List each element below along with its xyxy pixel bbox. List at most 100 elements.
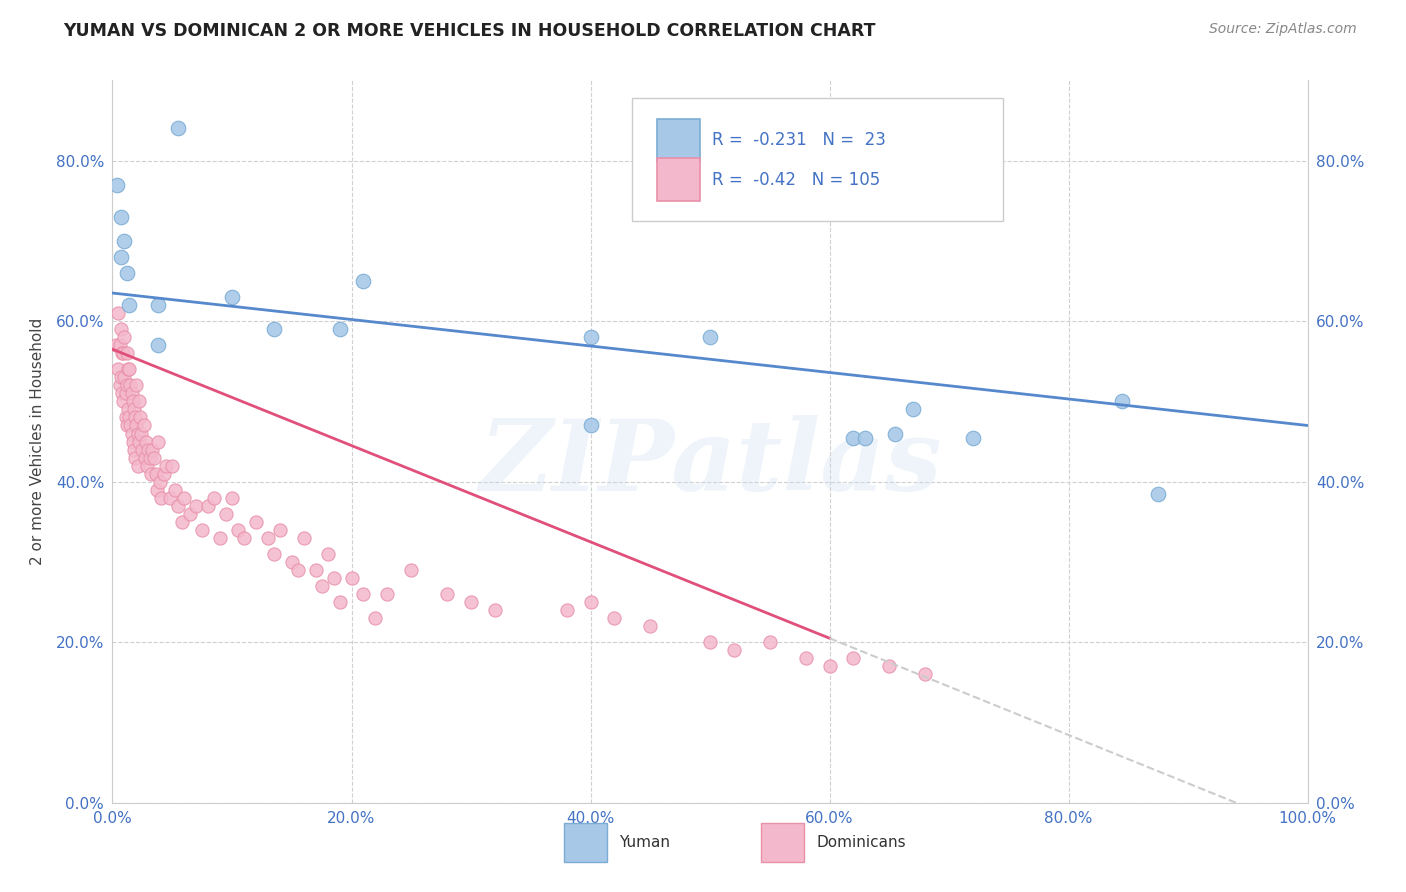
Point	[122, 442, 145, 457]
Point	[115, 346, 138, 360]
Text: Dominicans: Dominicans	[817, 835, 905, 850]
Point	[149, 475, 172, 489]
Point	[146, 434, 169, 449]
Point	[603, 611, 626, 625]
Point	[121, 426, 143, 441]
Point	[903, 402, 925, 417]
Point	[111, 346, 134, 360]
Point	[245, 515, 267, 529]
Point	[352, 274, 374, 288]
Point	[884, 426, 907, 441]
Point	[110, 322, 132, 336]
Point	[555, 603, 578, 617]
Point	[292, 531, 315, 545]
Text: R =  -0.42   N = 105: R = -0.42 N = 105	[713, 170, 880, 188]
Point	[114, 330, 135, 344]
Point	[118, 298, 141, 312]
Point	[120, 418, 142, 433]
Point	[108, 338, 131, 352]
Point	[879, 659, 901, 673]
Point	[143, 450, 166, 465]
Point	[173, 491, 195, 505]
Point	[186, 499, 208, 513]
Point	[723, 643, 745, 657]
Point	[129, 410, 152, 425]
Point	[257, 531, 280, 545]
Point	[153, 467, 176, 481]
Point	[322, 571, 344, 585]
Point	[138, 450, 160, 465]
Point	[209, 531, 232, 545]
Point	[311, 579, 333, 593]
Point	[121, 434, 143, 449]
Point	[340, 571, 363, 585]
Point	[155, 458, 177, 473]
Text: R =  -0.231   N =  23: R = -0.231 N = 23	[713, 131, 886, 149]
Point	[436, 587, 458, 601]
Point	[146, 338, 169, 352]
Point	[640, 619, 662, 633]
Point	[191, 523, 214, 537]
Y-axis label: 2 or more Vehicles in Household: 2 or more Vehicles in Household	[30, 318, 45, 566]
Point	[377, 587, 399, 601]
Point	[114, 234, 135, 248]
Point	[202, 491, 225, 505]
Point	[125, 418, 148, 433]
Point	[579, 330, 602, 344]
Point	[135, 434, 157, 449]
Point	[699, 330, 721, 344]
Point	[115, 266, 138, 280]
Point	[215, 507, 238, 521]
Point	[125, 378, 148, 392]
Point	[579, 418, 602, 433]
Point	[167, 121, 190, 136]
Point	[114, 370, 135, 384]
Point	[1111, 394, 1133, 409]
Point	[287, 563, 309, 577]
Point	[818, 659, 841, 673]
Point	[122, 402, 145, 417]
Point	[127, 458, 149, 473]
Point	[855, 430, 877, 444]
Text: Source: ZipAtlas.com: Source: ZipAtlas.com	[1209, 22, 1357, 37]
Point	[145, 483, 167, 497]
Point	[118, 362, 141, 376]
Point	[118, 410, 141, 425]
Point	[226, 523, 249, 537]
Point	[842, 651, 865, 665]
Point	[842, 430, 865, 444]
Point	[221, 491, 243, 505]
Point	[134, 450, 156, 465]
Point	[401, 563, 423, 577]
Point	[131, 442, 153, 457]
Point	[110, 210, 132, 224]
Point	[111, 386, 134, 401]
Point	[136, 458, 159, 473]
Point	[121, 386, 143, 401]
Point	[117, 362, 139, 376]
Point	[107, 362, 129, 376]
Point	[221, 290, 243, 304]
Point	[105, 338, 128, 352]
FancyBboxPatch shape	[762, 823, 804, 862]
Point	[107, 306, 129, 320]
Point	[110, 250, 132, 264]
FancyBboxPatch shape	[658, 158, 700, 201]
Point	[305, 563, 328, 577]
Point	[124, 450, 146, 465]
Point	[120, 378, 142, 392]
Point	[167, 499, 190, 513]
Point	[329, 322, 352, 336]
Point	[197, 499, 219, 513]
Point	[699, 635, 721, 649]
Point	[329, 595, 352, 609]
Point	[962, 430, 984, 444]
Point	[124, 410, 146, 425]
Point	[269, 523, 291, 537]
Point	[114, 386, 136, 401]
Point	[233, 531, 256, 545]
Point	[138, 442, 160, 457]
Point	[139, 467, 162, 481]
Point	[163, 483, 186, 497]
Point	[132, 418, 155, 433]
